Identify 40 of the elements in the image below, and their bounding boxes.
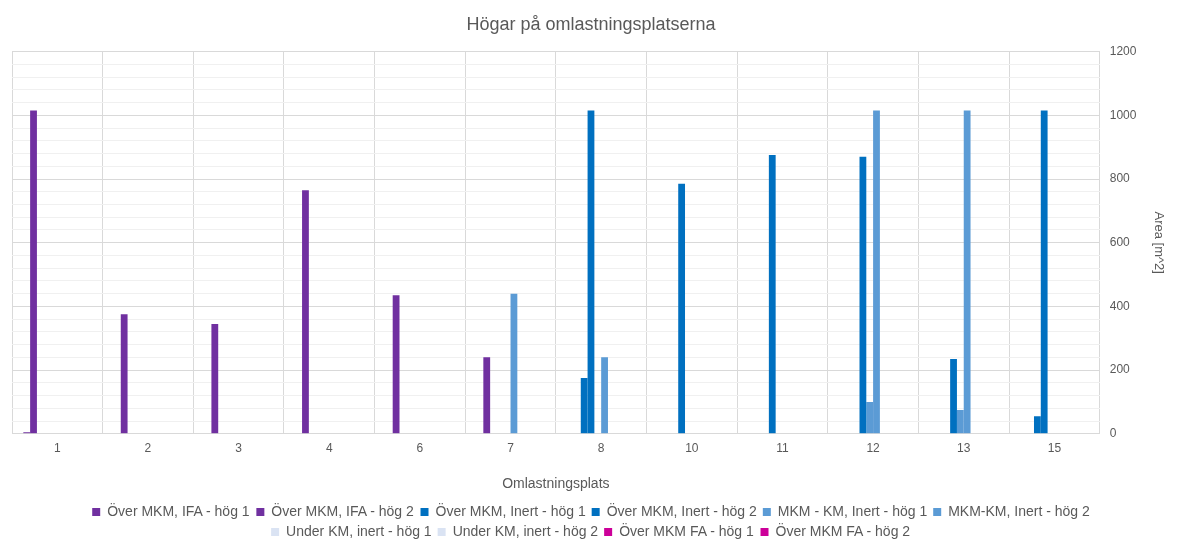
- y-tick-label: 400: [1109, 298, 1131, 313]
- bar: [211, 323, 219, 434]
- legend-label: Över MKM, IFA - hög 1: [107, 501, 250, 519]
- x-tick-label: 6: [416, 441, 424, 456]
- x-tick-label: 7: [507, 441, 515, 456]
- x-tick-label: 15: [1047, 441, 1062, 456]
- y-tick-label: 1000: [1109, 107, 1137, 122]
- y-tick-label: 200: [1109, 362, 1131, 377]
- x-tick-label: 11: [776, 441, 790, 456]
- y-tick-label: 1200: [1109, 43, 1137, 58]
- x-tick-label: 1: [53, 441, 61, 456]
- x-tick-label: 12: [866, 441, 881, 456]
- legend-label: MKM-KM, Inert - hög 2: [948, 502, 1091, 519]
- bar: [601, 357, 608, 434]
- y-tick-label: 600: [1109, 235, 1131, 250]
- x-tick-label: 10: [685, 441, 699, 456]
- x-tick-label: 2: [144, 441, 152, 456]
- legend-label: Över MKM FA - hög 2: [775, 521, 911, 539]
- bar: [120, 314, 128, 434]
- bar: [302, 190, 309, 434]
- bar: [483, 357, 491, 434]
- x-tick-label: 4: [325, 441, 333, 456]
- legend-label: Under KM, inert - hög 2: [452, 522, 599, 539]
- bar: [950, 358, 957, 434]
- bar: [768, 155, 776, 434]
- y-axis-title: Area [m^2]: [1151, 211, 1167, 274]
- legend-label: MKM - KM, Inert - hög 1: [777, 502, 928, 519]
- x-tick-label: 8: [597, 441, 605, 456]
- legend-label: Över MKM, Inert - hög 1: [435, 501, 586, 519]
- chart-title: Högar på omlastningsplatserna: [466, 13, 717, 34]
- x-axis-title: Omlastningsplats: [502, 475, 610, 492]
- bar: [678, 183, 686, 434]
- y-tick-label: 0: [1109, 426, 1117, 441]
- legend-label: Över MKM, Inert - hög 2: [606, 501, 758, 519]
- legend-label: Över MKM, IFA - hög 2: [271, 501, 414, 519]
- legend-label: Över MKM FA - hög 1: [619, 521, 754, 539]
- x-tick-label: 13: [957, 441, 971, 456]
- legend-label: Under KM, inert - hög 1: [286, 522, 432, 539]
- x-tick-label: 3: [235, 441, 243, 456]
- y-tick-label: 800: [1109, 171, 1131, 186]
